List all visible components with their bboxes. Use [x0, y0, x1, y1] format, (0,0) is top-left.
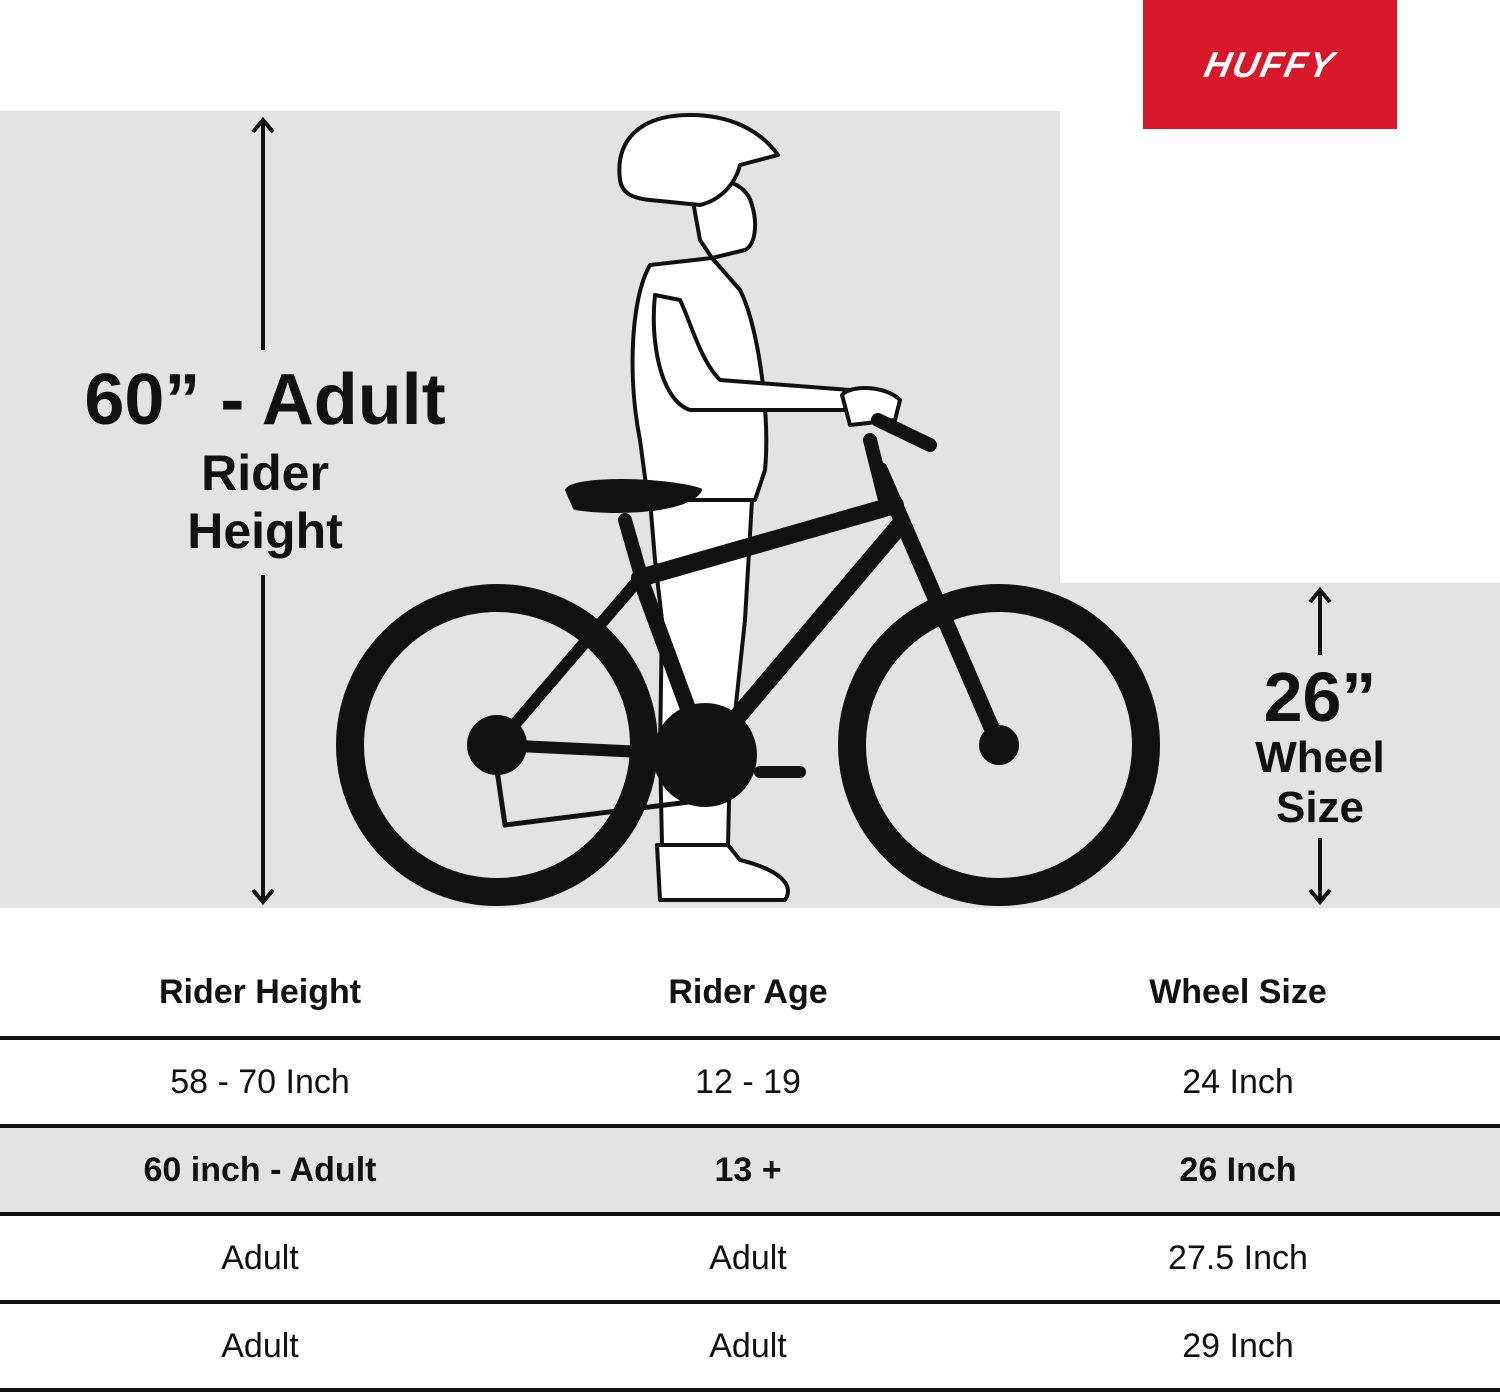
- cell-rider-age: Adult: [709, 1326, 787, 1365]
- header-rider-height: Rider Height: [158, 972, 362, 1011]
- cell-wheel-size: 27.5 Inch: [1168, 1238, 1308, 1277]
- cell-rider-age: Adult: [709, 1238, 787, 1277]
- rider-height-arrow: [251, 116, 275, 906]
- cell-wheel-size: 24 Inch: [1182, 1062, 1294, 1101]
- rider-height-label-line2: Height: [187, 503, 343, 559]
- cell-rider-age: 12 - 19: [695, 1062, 801, 1101]
- table-row: Adult Adult 29 Inch: [0, 1304, 1500, 1392]
- bicycle: [336, 413, 1160, 906]
- header-wheel-size: Wheel Size: [1149, 972, 1327, 1011]
- cell-rider-height: 58 - 70 Inch: [170, 1062, 350, 1101]
- rider-height-value: 60” - Adult: [84, 360, 446, 440]
- wheel-size-label-line2: Size: [1275, 783, 1365, 832]
- wheel-size-arrow: [1308, 586, 1332, 906]
- bike-rider-illustration: [251, 113, 1332, 906]
- header-rider-age: Rider Age: [668, 972, 828, 1011]
- huffy-logo: HUFFY: [1143, 0, 1397, 129]
- rider-height-label: Rider Height: [40, 444, 490, 560]
- cell-rider-height: 60 inch - Adult: [143, 1150, 377, 1189]
- table-row-highlighted: 60 inch - Adult 13 + 26 Inch: [0, 1128, 1500, 1216]
- table-row: Adult Adult 27.5 Inch: [0, 1216, 1500, 1304]
- wheel-size-value: 26”: [1263, 658, 1377, 736]
- rider-height-label-line1: Rider: [201, 445, 329, 501]
- cell-rider-age: 13 +: [714, 1150, 782, 1189]
- table-row: 58 - 70 Inch 12 - 19 24 Inch: [0, 1040, 1500, 1128]
- cell-wheel-size: 29 Inch: [1182, 1326, 1294, 1365]
- wheel-size-label: Wheel Size: [1200, 733, 1440, 833]
- rider-figure: [617, 113, 902, 902]
- cell-rider-height: Adult: [221, 1238, 299, 1277]
- cell-wheel-size: 26 Inch: [1179, 1150, 1297, 1189]
- wheel-size-label-line1: Wheel: [1255, 733, 1385, 782]
- table-header: Rider Height Rider Age Wheel Size: [0, 948, 1500, 1040]
- cell-rider-height: Adult: [221, 1326, 299, 1365]
- size-chart-table: Rider Height Rider Age Wheel Size 58 - 7…: [0, 948, 1500, 1392]
